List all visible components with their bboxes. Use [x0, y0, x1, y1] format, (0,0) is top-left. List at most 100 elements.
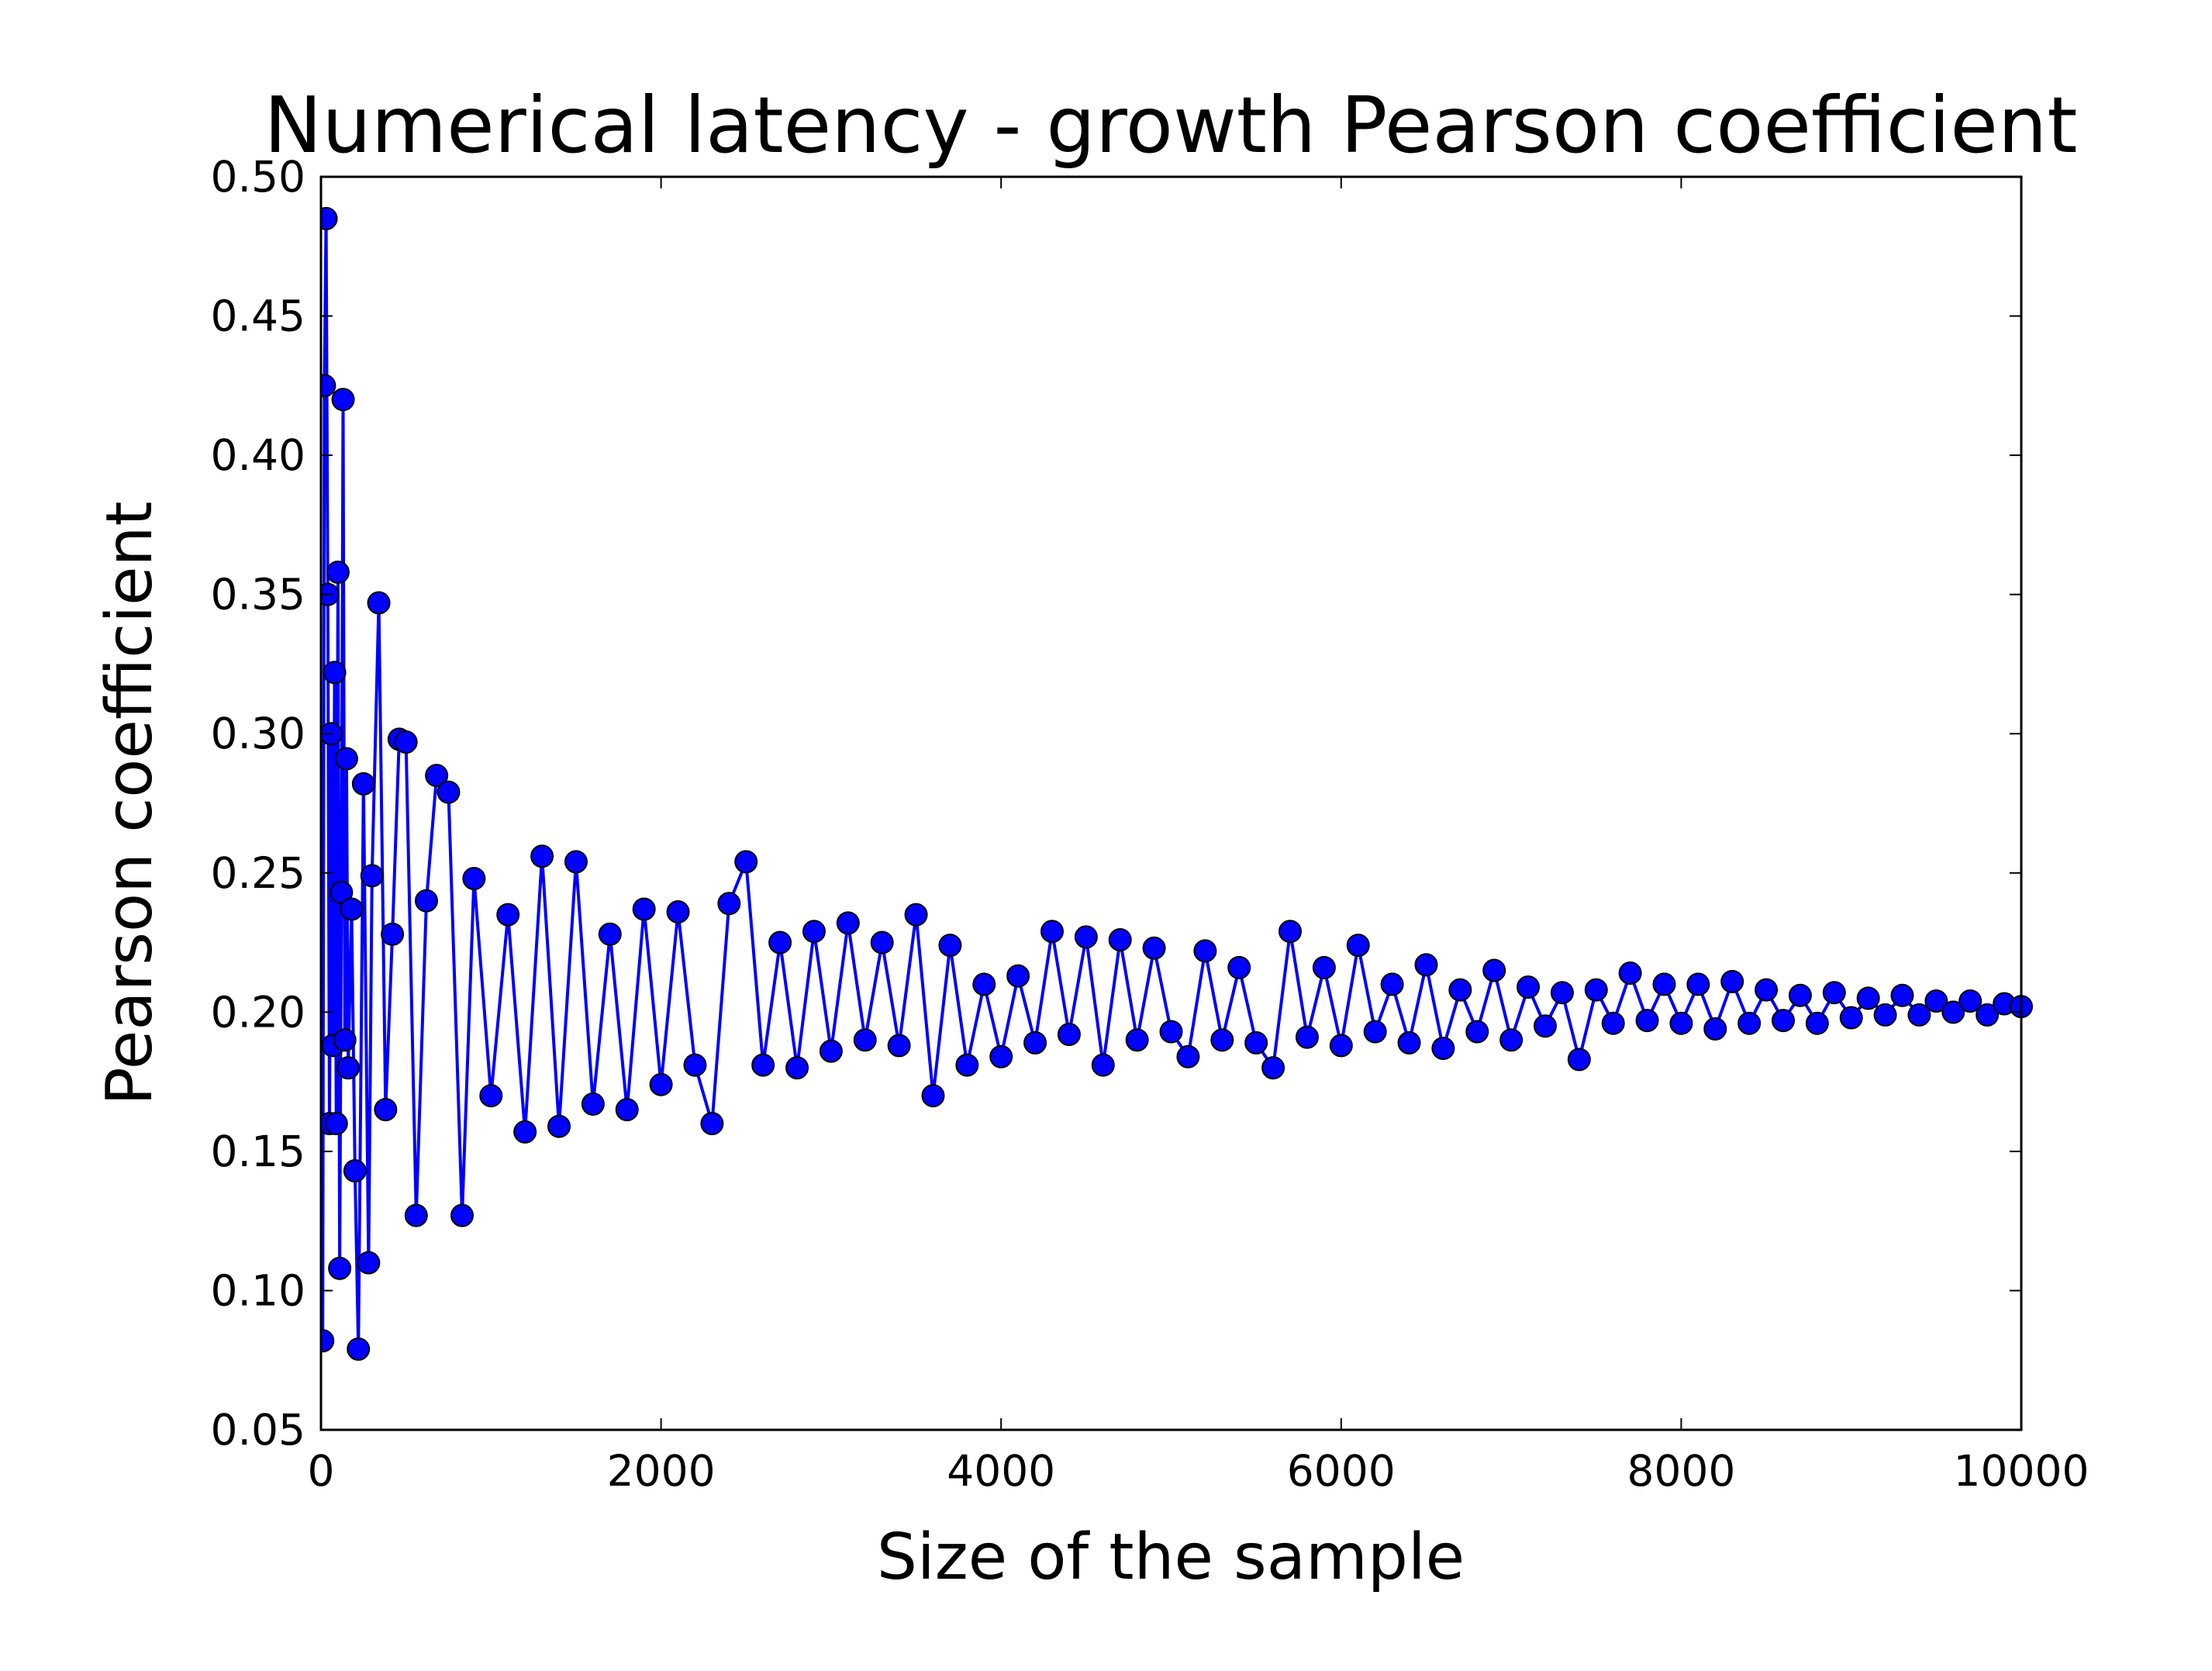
y-tick-label: 0.30	[211, 709, 305, 758]
data-line	[321, 218, 2022, 1349]
data-point	[1482, 958, 1506, 982]
data-point	[326, 560, 350, 584]
data-point	[700, 1111, 724, 1135]
data-point	[1635, 1009, 1659, 1033]
data-point	[768, 930, 792, 955]
data-point	[598, 922, 622, 946]
data-point	[1550, 981, 1574, 1005]
data-point	[853, 1028, 877, 1052]
data-point	[921, 1084, 945, 1108]
data-point	[330, 880, 354, 904]
data-point	[1125, 1028, 1149, 1052]
y-tick-label: 0.40	[211, 430, 305, 480]
data-point	[1805, 1011, 1829, 1035]
data-point	[425, 764, 449, 788]
data-point	[394, 730, 418, 754]
data-point	[717, 892, 741, 916]
chart-title: Numerical latency - growth Pearson coeff…	[264, 80, 2078, 171]
data-point	[1567, 1048, 1591, 1072]
data-point	[1261, 1056, 1285, 1080]
data-point	[360, 864, 384, 888]
data-point	[1040, 920, 1064, 944]
data-point	[1652, 972, 1676, 996]
data-point	[751, 1053, 775, 1077]
y-tick-label: 0.50	[211, 152, 305, 202]
data-point	[632, 897, 656, 921]
data-point	[1873, 1003, 1897, 1027]
data-point	[1755, 978, 1779, 1002]
data-point	[414, 889, 438, 913]
data-point	[324, 1111, 348, 1135]
data-point	[437, 780, 461, 804]
data-point	[1703, 1017, 1727, 1041]
data-point	[357, 1251, 381, 1275]
data-point	[1159, 1020, 1183, 1044]
data-point	[547, 1114, 571, 1138]
y-tick-label: 0.35	[211, 570, 305, 620]
y-tick-label: 0.05	[211, 1405, 305, 1455]
data-point	[1771, 1009, 1795, 1033]
data-point	[1006, 964, 1030, 988]
data-point	[819, 1039, 843, 1063]
x-axis-label: Size of the sample	[877, 1521, 1465, 1594]
data-point	[1329, 1034, 1353, 1058]
y-axis-label: Pearson coefficient	[93, 501, 167, 1105]
data-point	[1431, 1037, 1455, 1061]
data-point	[321, 1329, 335, 1353]
data-point	[1210, 1028, 1234, 1052]
data-point	[1533, 1014, 1557, 1038]
data-point	[381, 922, 405, 946]
data-point	[333, 1028, 357, 1052]
data-point	[1839, 1006, 1863, 1030]
data-point	[1856, 986, 1880, 1010]
y-tick-label: 0.25	[211, 848, 305, 898]
data-point	[321, 206, 338, 230]
data-point	[323, 661, 347, 685]
data-point	[328, 1256, 352, 1280]
data-point	[564, 850, 588, 874]
data-point	[989, 1044, 1013, 1069]
data-point	[343, 1159, 367, 1183]
data-point	[1907, 1003, 1931, 1027]
data-point	[1176, 1044, 1200, 1069]
x-tick-label: 10000	[1954, 1446, 2089, 1496]
x-tick-label: 2000	[607, 1446, 716, 1496]
x-tick-label: 8000	[1627, 1446, 1735, 1496]
data-point	[1193, 939, 1217, 963]
data-point	[496, 903, 520, 927]
data-point	[904, 903, 928, 927]
data-point	[1669, 1011, 1693, 1035]
x-tick-label: 0	[308, 1446, 335, 1496]
y-tick-label: 0.45	[211, 292, 305, 341]
data-point	[530, 844, 554, 868]
data-point	[1397, 1031, 1421, 1055]
data-point	[462, 866, 486, 890]
data-point	[1346, 934, 1370, 958]
data-point	[374, 1098, 398, 1122]
data-point	[802, 920, 826, 944]
y-tick-label: 0.15	[211, 1127, 305, 1176]
data-point	[340, 897, 364, 921]
data-point	[1584, 978, 1608, 1002]
data-point	[1227, 955, 1251, 979]
x-tick-label: 4000	[947, 1446, 1055, 1496]
data-point	[1465, 1020, 1489, 1044]
data-point	[321, 374, 336, 398]
data-point	[870, 930, 894, 955]
data-point	[1517, 975, 1541, 999]
data-point	[1686, 972, 1710, 996]
data-point	[334, 747, 358, 771]
data-point	[351, 772, 375, 796]
data-point	[683, 1053, 707, 1077]
data-point	[1023, 1031, 1047, 1055]
data-point	[785, 1056, 809, 1080]
data-point	[450, 1203, 474, 1227]
data-point	[1414, 953, 1438, 977]
x-tick-label: 6000	[1287, 1446, 1396, 1496]
data-point	[1380, 972, 1404, 996]
data-point	[1958, 989, 1983, 1013]
data-point	[1976, 1003, 2000, 1027]
data-point	[1312, 955, 1336, 979]
